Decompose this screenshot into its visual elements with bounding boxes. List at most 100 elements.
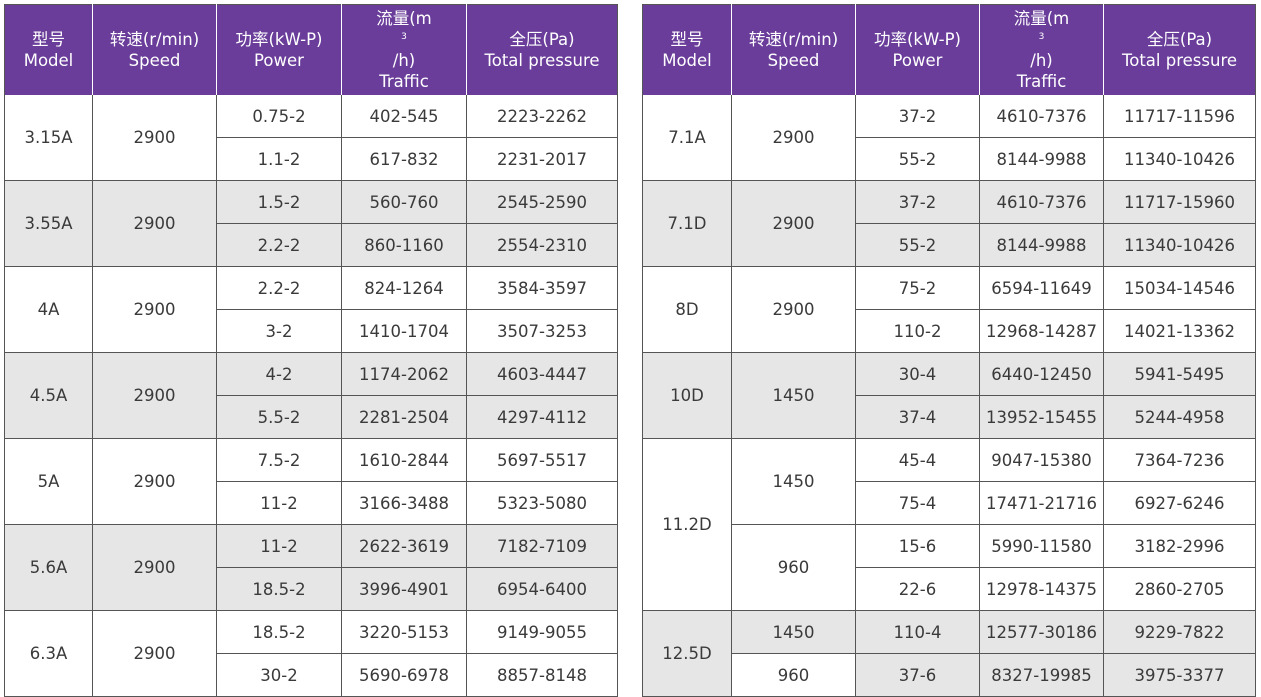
model-cell: 4A <box>4 266 93 353</box>
traffic-cell: 860-1160 <box>341 223 467 267</box>
power-cell: 55-2 <box>855 137 980 181</box>
traffic-cell: 402-545 <box>341 95 467 138</box>
table-row: 11-2 3166-3488 5323-5080 <box>5 481 618 525</box>
pressure-cell: 3182-2996 <box>1103 524 1256 568</box>
power-cell: 11-2 <box>216 481 342 525</box>
model-cell: 7.1D <box>642 180 732 267</box>
speed-cell: 2900 <box>92 524 217 611</box>
power-cell: 110-2 <box>855 309 980 353</box>
model-cell: 12.5D <box>642 610 732 697</box>
pressure-cell: 6927-6246 <box>1103 481 1256 525</box>
traffic-cell: 12978-14375 <box>979 567 1104 611</box>
traffic-cell: 12577-30186 <box>979 610 1104 654</box>
traffic-cell: 6440-12450 <box>979 352 1104 396</box>
table-row: 960 37-6 8327-19985 3975-3377 <box>643 653 1256 697</box>
model-cell: 11.2D <box>642 438 732 611</box>
spec-table-right: 型号 Model 转速(r/min) Speed 功率(kW-P) Power 流量(… <box>642 4 1256 697</box>
model-cell: 10D <box>642 352 732 439</box>
table-row: 12.5D 1450 110-4 12577-30186 9229-7822 <box>642 610 1256 697</box>
traffic-cell: 6594-11649 <box>979 266 1104 310</box>
pressure-cell: 11717-11596 <box>1103 95 1256 138</box>
pressure-cell: 4297-4112 <box>466 395 618 439</box>
traffic-cell: 2622-3619 <box>341 524 467 568</box>
traffic-cell: 1174-2062 <box>341 352 467 396</box>
pressure-cell: 8857-8148 <box>466 653 618 697</box>
table-row: 3-2 1410-1704 3507-3253 <box>5 309 618 353</box>
power-cell: 37-2 <box>855 180 980 224</box>
traffic-cell: 560-760 <box>341 180 467 224</box>
pressure-cell: 2223-2262 <box>466 95 618 138</box>
pressure-cell: 4603-4447 <box>466 352 618 396</box>
speed-cell: 960 <box>731 524 856 611</box>
pressure-cell: 11340-10426 <box>1103 223 1256 267</box>
table-row: 8D 2900 75-2 6594-11649 15034-14546 <box>642 266 1256 353</box>
power-cell: 7.5-2 <box>216 438 342 482</box>
pressure-cell: 2545-2590 <box>466 180 618 224</box>
power-cell: 110-4 <box>855 610 980 654</box>
power-cell: 55-2 <box>855 223 980 267</box>
header-total-pressure: 全压(Pa) Total pressure <box>1103 4 1256 95</box>
table-row: 11.2D 1450 45-4 9047-15380 7364-7236 <box>642 438 1256 611</box>
pressure-cell: 3975-3377 <box>1103 653 1256 697</box>
pressure-cell: 9149-9055 <box>466 610 618 654</box>
table-row: 4.5A 2900 4-2 1174-2062 4603-4447 <box>4 352 618 439</box>
traffic-cell: 5690-6978 <box>341 653 467 697</box>
table-row: 22-6 12978-14375 2860-2705 <box>643 567 1256 611</box>
table-row: 75-4 17471-21716 6927-6246 <box>643 481 1256 525</box>
model-cell: 6.3A <box>4 610 93 697</box>
header-row: 型号 Model 转速(r/min) Speed 功率(kW-P) Power 流量(… <box>642 4 1256 95</box>
traffic-cell: 9047-15380 <box>979 438 1104 482</box>
table-row: 37-4 13952-15455 5244-4958 <box>643 395 1256 439</box>
speed-cell: 2900 <box>92 180 217 267</box>
header-model: 型号 Model <box>4 4 93 95</box>
speed-cell: 2900 <box>92 95 217 181</box>
table-row: 30-2 5690-6978 8857-8148 <box>5 653 618 697</box>
model-cell: 3.55A <box>4 180 93 267</box>
speed-cell: 1450 <box>731 610 856 654</box>
pressure-cell: 3584-3597 <box>466 266 618 310</box>
power-cell: 3-2 <box>216 309 342 353</box>
power-cell: 37-2 <box>855 95 980 138</box>
traffic-cell: 8327-19985 <box>979 653 1104 697</box>
table-row: 6.3A 2900 18.5-2 3220-5153 9149-9055 <box>4 610 618 697</box>
header-total-pressure: 全压(Pa) Total pressure <box>466 4 618 95</box>
pressure-cell: 7364-7236 <box>1103 438 1256 482</box>
pressure-cell: 5323-5080 <box>466 481 618 525</box>
power-cell: 2.2-2 <box>216 223 342 267</box>
table-row: 5.5-2 2281-2504 4297-4112 <box>5 395 618 439</box>
traffic-cell: 8144-9988 <box>979 137 1104 181</box>
power-cell: 1.5-2 <box>216 180 342 224</box>
table-row: 55-2 8144-9988 11340-10426 <box>643 137 1256 181</box>
power-cell: 22-6 <box>855 567 980 611</box>
header-power: 功率(kW-P) Power <box>855 4 980 95</box>
table-row: 18.5-2 3996-4901 6954-6400 <box>5 567 618 611</box>
power-cell: 45-4 <box>855 438 980 482</box>
model-cell: 5A <box>4 438 93 525</box>
power-cell: 1.1-2 <box>216 137 342 181</box>
traffic-cell: 17471-21716 <box>979 481 1104 525</box>
table-row: 1.1-2 617-832 2231-2017 <box>5 137 618 181</box>
speed-cell: 2900 <box>92 266 217 353</box>
header-row: 型号 Model 转速(r/min) Speed 功率(kW-P) Power 流量(… <box>4 4 618 95</box>
power-cell: 75-4 <box>855 481 980 525</box>
header-speed: 转速(r/min) Speed <box>92 4 217 95</box>
speed-cell: 2900 <box>731 266 856 353</box>
power-cell: 30-2 <box>216 653 342 697</box>
traffic-cell: 2281-2504 <box>341 395 467 439</box>
table-row: 7.1A 2900 37-2 4610-7376 11717-11596 <box>642 95 1256 181</box>
table-row: 960 15-6 5990-11580 3182-2996 <box>643 524 1256 611</box>
pressure-cell: 5697-5517 <box>466 438 618 482</box>
pressure-cell: 2554-2310 <box>466 223 618 267</box>
header-model: 型号 Model <box>642 4 732 95</box>
traffic-cell: 4610-7376 <box>979 95 1104 138</box>
power-cell: 4-2 <box>216 352 342 396</box>
pressure-cell: 5244-4958 <box>1103 395 1256 439</box>
header-speed: 转速(r/min) Speed <box>731 4 856 95</box>
table-row: 3.55A 2900 1.5-2 560-760 2545-2590 <box>4 180 618 267</box>
power-cell: 0.75-2 <box>216 95 342 138</box>
header-traffic: 流量(m 3/h) Traffic <box>979 4 1104 95</box>
pressure-cell: 2860-2705 <box>1103 567 1256 611</box>
speed-cell: 2900 <box>92 438 217 525</box>
traffic-cell: 5990-11580 <box>979 524 1104 568</box>
model-cell: 8D <box>642 266 732 353</box>
